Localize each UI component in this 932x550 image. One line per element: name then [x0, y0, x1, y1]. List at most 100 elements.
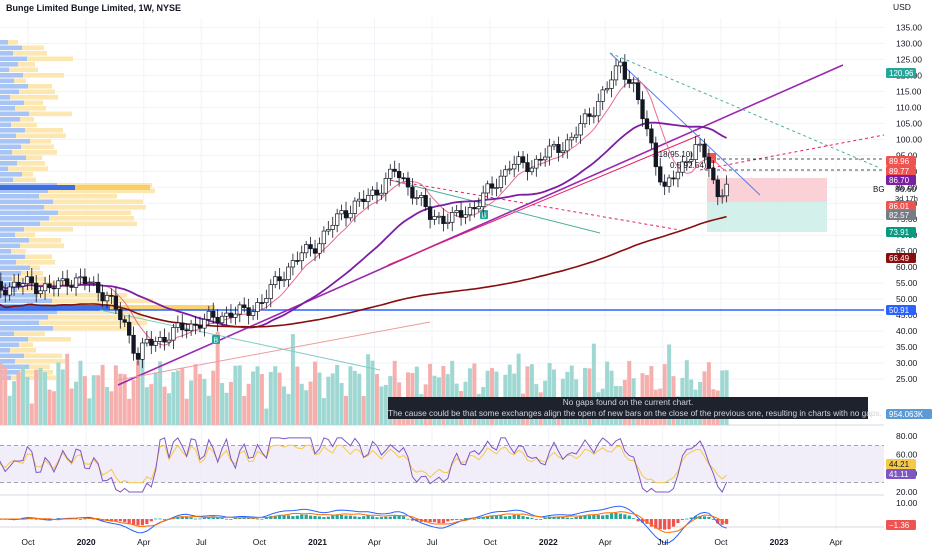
candle-body	[153, 341, 158, 346]
macd-histogram-bar	[463, 518, 468, 519]
candle-body	[458, 210, 464, 218]
volume-profile-bar	[0, 359, 15, 364]
volume-bar	[82, 376, 87, 425]
time-axis[interactable]: Oct 2020 Apr Jul Oct 2021 Apr Jul Oct 2022 Apr Jul O…	[21, 537, 842, 547]
candle-body	[56, 280, 61, 289]
candle-body	[507, 168, 512, 171]
volume-bar	[149, 384, 154, 425]
price-tick-label: 85.00	[896, 182, 918, 192]
volume-profile-bar	[0, 249, 11, 254]
candle-body	[82, 276, 88, 284]
macd-histogram-bar	[570, 518, 574, 519]
volume-bar	[29, 403, 34, 425]
macd-histogram-bar	[725, 519, 729, 525]
volume-profile-bar	[0, 166, 48, 172]
macd-histogram-bar	[517, 515, 521, 519]
macd-histogram-bar	[145, 519, 149, 524]
volume-profile-bar	[0, 243, 64, 249]
macd-histogram-bar	[295, 515, 299, 519]
macd-histogram-bar	[525, 516, 530, 519]
candle-body	[69, 285, 74, 288]
volume-bar	[228, 381, 233, 425]
volume-bar	[74, 381, 79, 425]
candle-body	[87, 282, 92, 284]
candle-body	[25, 276, 30, 285]
volume-profile-bar	[0, 271, 21, 276]
macd-histogram-bar	[689, 517, 693, 519]
candle-body	[219, 315, 225, 324]
candle-body	[520, 156, 526, 163]
macd-histogram-bar	[123, 519, 127, 523]
price-tick-label: 100.00	[896, 134, 922, 144]
macd-histogram-bar	[450, 519, 454, 521]
volume-profile-bar	[0, 188, 48, 194]
macd-histogram-bar	[406, 518, 410, 520]
macd-histogram-bar	[636, 519, 640, 522]
macd-histogram-bar	[216, 517, 220, 519]
time-tick-label: Oct	[21, 537, 35, 547]
volume-profile-bar	[0, 309, 141, 315]
volume-profile-bar	[0, 331, 45, 337]
macd-histogram-bar	[512, 514, 516, 519]
volume-bar	[127, 398, 132, 425]
volume-bar	[197, 374, 202, 425]
candle-body	[388, 168, 393, 179]
candle-body	[671, 177, 676, 180]
macd-histogram-bar	[291, 516, 295, 519]
volume-profile-bar	[0, 133, 16, 139]
volume-profile-bar	[0, 73, 23, 78]
candle-body	[135, 352, 141, 360]
macd-histogram-bar	[601, 515, 605, 519]
volume-profile-bar	[0, 227, 24, 232]
macd-histogram-bar	[441, 519, 445, 524]
candle-body	[290, 260, 296, 268]
volume-profile-bar	[0, 342, 19, 348]
macd-histogram-bar	[702, 516, 707, 519]
volume-profile-bar	[0, 172, 22, 177]
macd-histogram-bar	[437, 519, 441, 524]
volume-profile-bar	[0, 128, 63, 133]
candle-body	[273, 276, 278, 285]
candle-body	[427, 206, 433, 220]
candle-body	[481, 192, 486, 207]
volume-bar	[525, 366, 530, 425]
candle-body	[383, 178, 388, 194]
macd-histogram-bar	[114, 519, 118, 522]
price-axis[interactable]: USD135.00130.00125.00120.00115.00110.001…	[873, 2, 932, 530]
candle-body	[609, 79, 614, 89]
macd-histogram-bar	[34, 518, 38, 520]
candle-body	[414, 197, 419, 200]
candle-body	[653, 142, 658, 168]
candle-body	[157, 336, 163, 342]
candle-body	[113, 295, 119, 310]
price-tag-label: 73.91	[889, 228, 910, 237]
volume-profile-bar	[0, 194, 117, 199]
volume-profile-bar	[0, 67, 9, 73]
macd-histogram-bar	[260, 518, 264, 520]
volume-profile-bar	[0, 62, 18, 67]
volume-profile-bar	[0, 122, 37, 128]
macd-line	[0, 505, 727, 544]
candle-body	[73, 277, 79, 288]
macd-histogram-bar	[645, 519, 649, 524]
price-tag-label: 120.96	[889, 69, 914, 78]
macd-histogram-bar	[25, 517, 29, 519]
volume-profile-bar	[0, 40, 18, 45]
volume-profile-bar	[0, 133, 66, 139]
time-tick-label: Jul	[196, 537, 207, 547]
candle-body	[96, 281, 101, 293]
currency-label: USD	[893, 2, 911, 12]
time-tick-label: 2022	[539, 537, 558, 547]
macd-histogram-bar	[273, 515, 277, 519]
volume-profile-bar	[0, 177, 36, 183]
candle-body	[613, 65, 619, 81]
volume-profile-bar	[0, 298, 52, 304]
short-moving-average	[0, 78, 727, 346]
candle-body	[312, 248, 318, 254]
time-tick-label: 2023	[770, 537, 789, 547]
volume-profile-bar	[0, 370, 20, 375]
candle-body	[211, 310, 216, 318]
candle-body	[604, 88, 610, 91]
candle-body	[184, 329, 189, 332]
